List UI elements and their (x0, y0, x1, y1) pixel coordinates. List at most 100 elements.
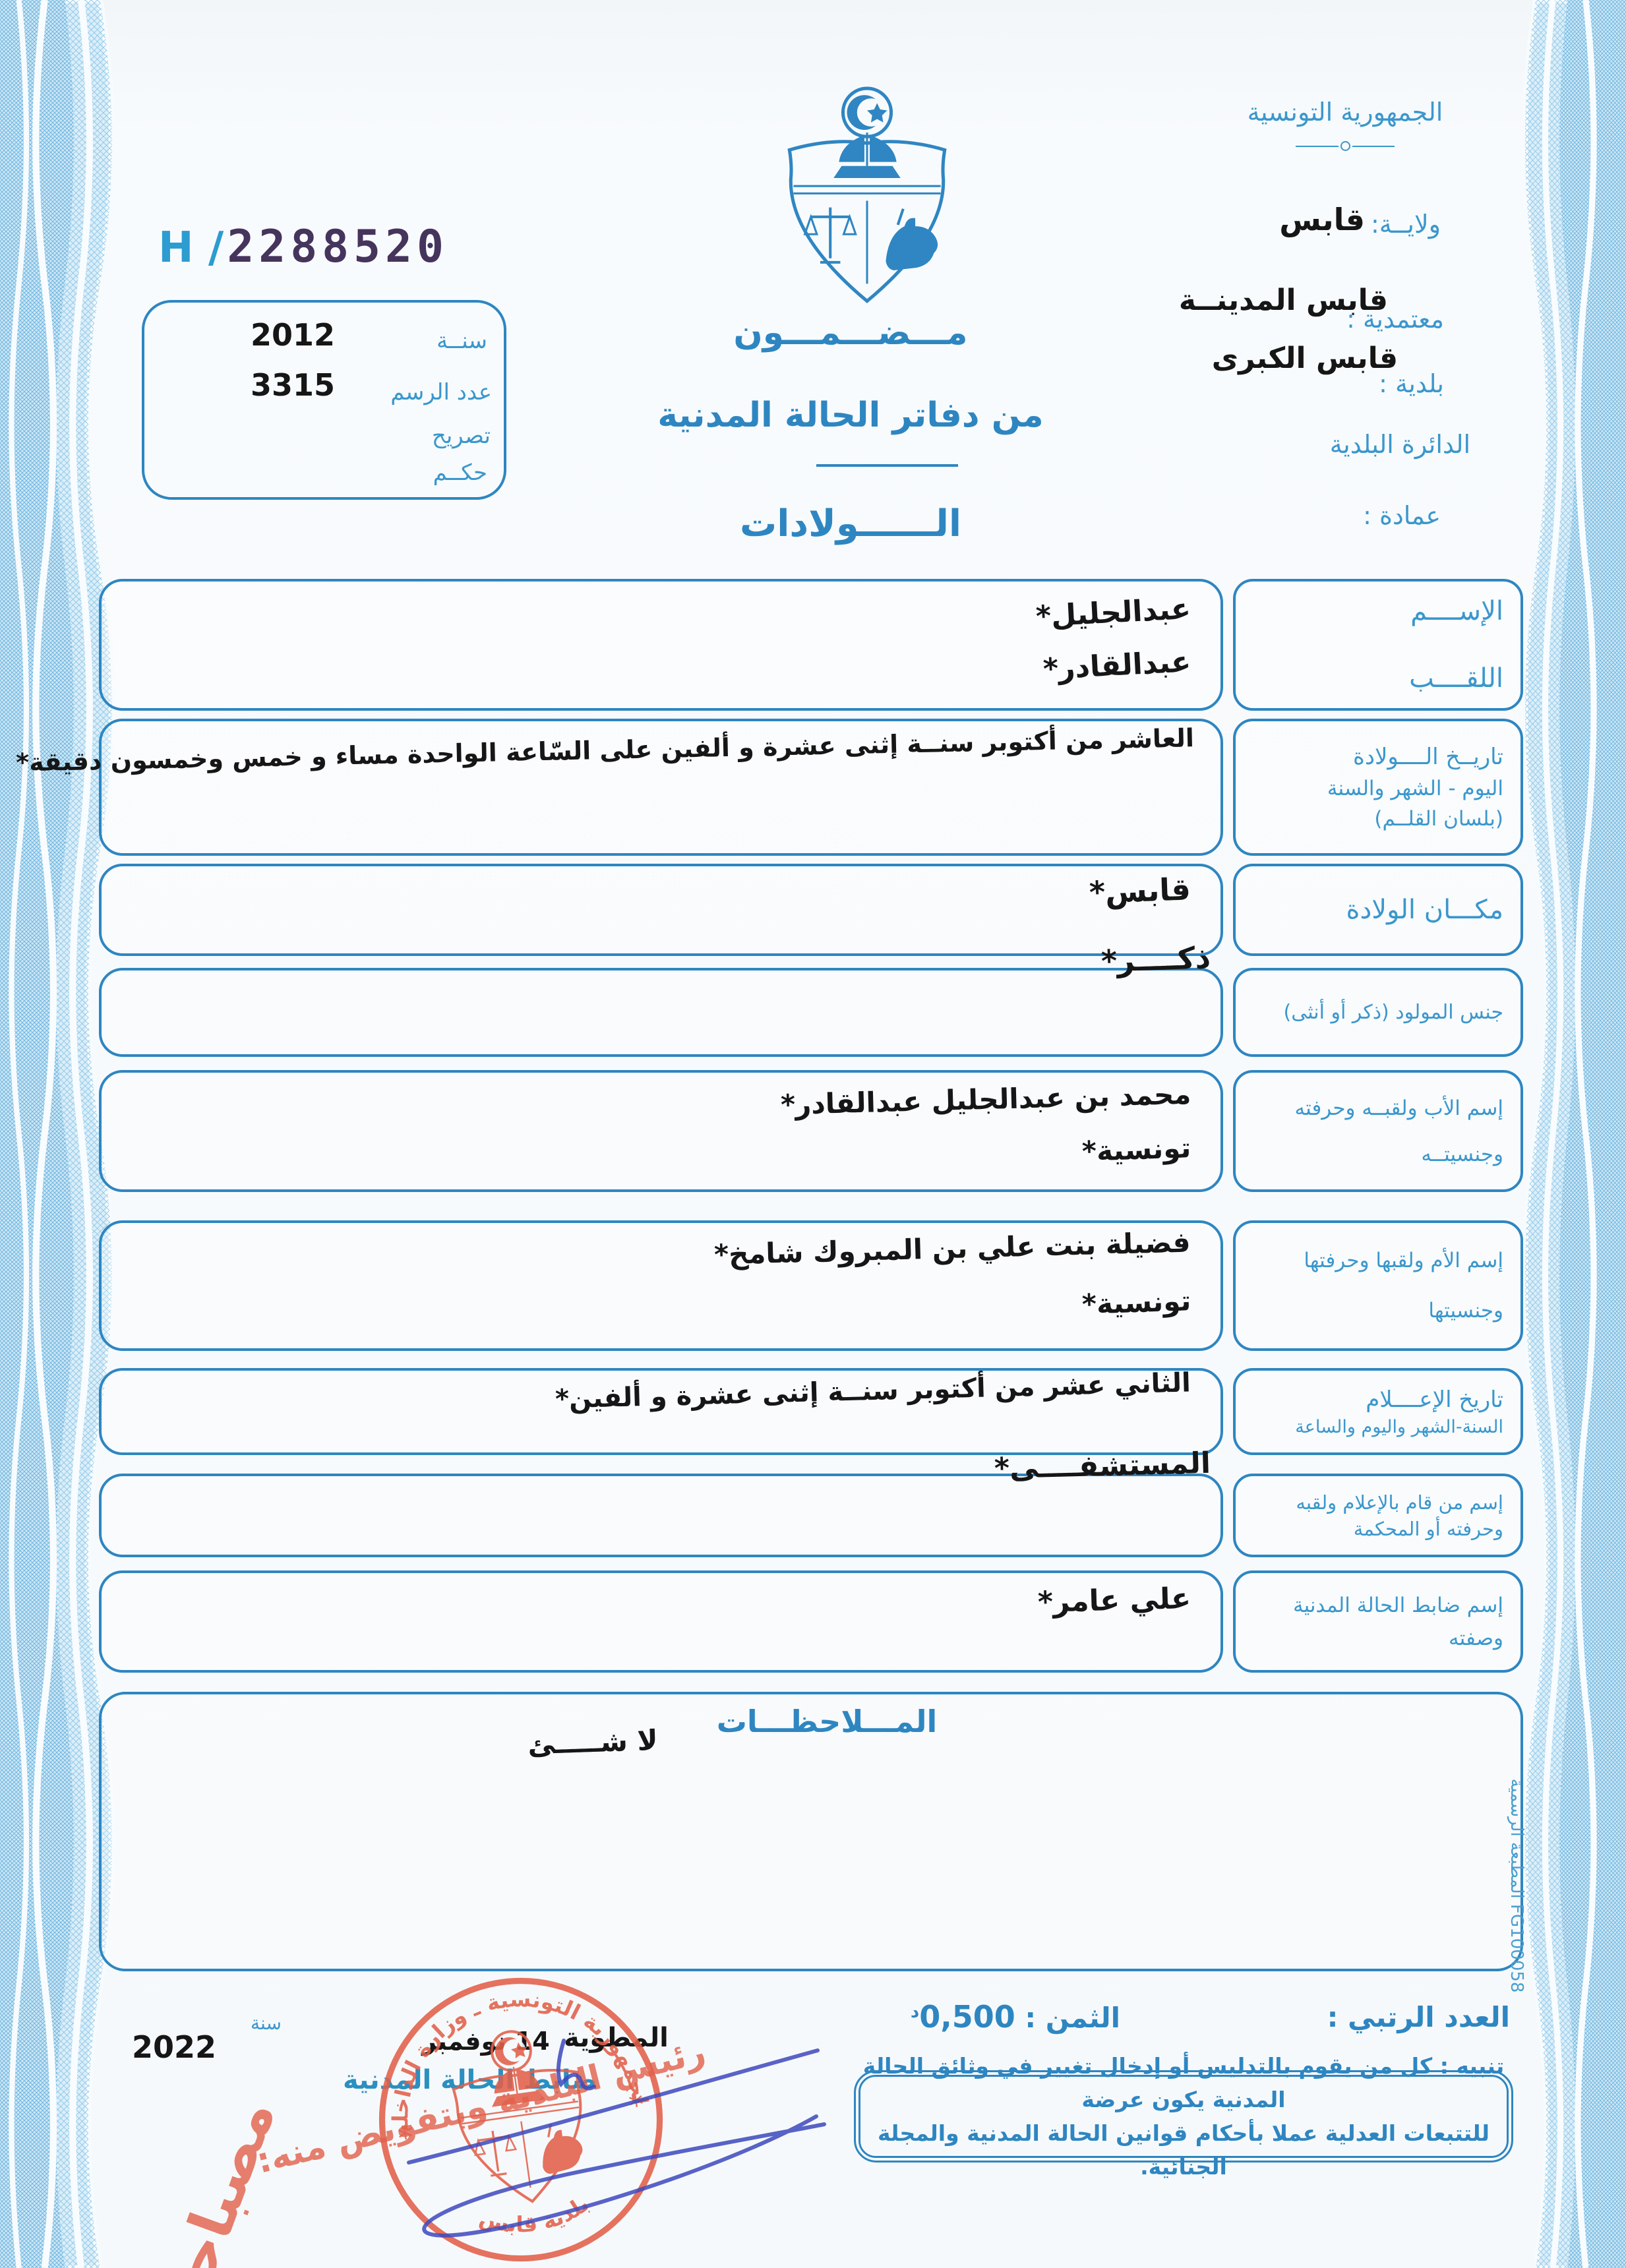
mother-nationality-label: وجنسيتها (1428, 1299, 1503, 1323)
warning-line1: تنبيه : كل من يقوم بالتدليس أو إدخال تغي… (862, 2052, 1505, 2112)
gender-value-box (99, 968, 1223, 1057)
municipality-value: قابس الكبرى (1211, 342, 1398, 375)
father-nationality-label: وجنسيتــه (1421, 1142, 1503, 1166)
title-underline (816, 464, 958, 467)
field-row-officer: علي عامر* إسم ضابط الحالة المدنية وصفته (99, 1570, 1523, 1673)
gender-value: ذكــــر* (1100, 940, 1211, 979)
price-value: 0,500 (919, 1999, 1015, 2035)
birth-place-label: مكـــان الولادة (1346, 895, 1504, 925)
warning-line2: للتتبعات العدلية عملا بأحكام قوانين الحا… (877, 2120, 1490, 2180)
warning-text: تنبيه : كل من يقوم بالتدليس أو إدخال تغي… (858, 2053, 1509, 2180)
mother-value-box: فضيلة بنت علي بن المبروك شامخ* تونسية* (99, 1220, 1223, 1351)
registry-year-label: سنــة (437, 328, 487, 354)
registry-act-label: عدد الرسم (390, 379, 492, 405)
price-currency: د (910, 2002, 920, 2022)
father-name-value: محمد بن عبدالجليل عبدالقادر* (780, 1077, 1191, 1121)
birth-place-label-box: مكـــان الولادة (1233, 864, 1523, 956)
warning-box: تنبيه : كل من يقوم بالتدليس أو إدخال تغي… (854, 2053, 1513, 2180)
surname-label: اللقــــب (1409, 663, 1503, 694)
birth-date-sublabel: اليوم - الشهر والسنة (1327, 777, 1503, 800)
officer-sublabel: وصفته (1449, 1626, 1503, 1650)
officer-value-box: علي عامر* (99, 1570, 1223, 1673)
footer-year-value: 2022 (132, 2029, 217, 2065)
name-value-box: عبدالجليل* عبدالقادر* (99, 579, 1223, 711)
birth-place-value: قابس* (1089, 871, 1191, 910)
notes-title: المـــلاحظـــات (716, 1704, 938, 1739)
father-nationality-value: تونسية* (1081, 1131, 1191, 1168)
header-divider (1296, 141, 1395, 151)
registry-act-value: 3315 (250, 367, 336, 403)
handwritten-signature (407, 2039, 826, 2238)
municipality-label: بلدية : (1379, 369, 1444, 398)
notifier-sublabel: وحرفته أو المحكمة (1353, 1517, 1503, 1540)
issue-place: المطوية (564, 2023, 669, 2053)
father-label: إسم الأب ولقبــه وحرفته (1294, 1096, 1503, 1120)
name-label-box: الإســــم اللقــــب (1233, 579, 1523, 711)
mother-label: إسم الأم ولقبها وحرفتها (1304, 1249, 1503, 1272)
delegation-value: قابس المدينــة (1178, 284, 1388, 317)
notification-date-label: تاريخ الإعــــلام (1366, 1386, 1503, 1413)
wilaya-label: ولايــة: (1370, 210, 1441, 239)
registry-declaration-label: تصريح (431, 423, 491, 449)
imada-label: عمادة : (1363, 501, 1441, 530)
district-label: الدائرة البلدية (1329, 430, 1470, 459)
field-row-gender: جنس المولود (ذكر أو أنثى) (99, 968, 1523, 1057)
serial-prefix: H / (158, 224, 224, 272)
birth-date-label: تاريــخ الــــولادة (1353, 744, 1503, 770)
footer-year-label: سنة (251, 2012, 282, 2034)
field-row-notifier: إسم من قام بالإعلام ولقبه وحرفته أو المح… (99, 1474, 1523, 1557)
field-row-birth-date: العاشر من أكتوبر سنــة إثنى عشرة و ألفين… (16, 719, 1523, 856)
field-row-birth-place: قابس* مكـــان الولادة (99, 864, 1523, 956)
price-line: الثمن : 0,500د (897, 1999, 1134, 2035)
notifier-label-box: إسم من قام بالإعلام ولقبه وحرفته أو المح… (1233, 1474, 1523, 1557)
birth-place-value-box: قابس* (99, 864, 1223, 956)
notification-date-value: الثاني عشر من أكتوبر سنــة إثنى عشرة و أ… (555, 1367, 1191, 1415)
price-label: الثمن : (1025, 2002, 1121, 2034)
field-row-name: عبدالجليل* عبدالقادر* الإســــم اللقــــ… (99, 579, 1523, 711)
mother-nationality-value: تونسية* (1081, 1284, 1191, 1321)
wilaya-value: قابس (1279, 202, 1365, 237)
field-row-notification-date: الثاني عشر من أكتوبر سنــة إثنى عشرة و أ… (99, 1367, 1523, 1455)
title-line1: مـــضـــمـــون (733, 313, 968, 353)
notes-box: المـــلاحظـــات لا شـــــئ (99, 1692, 1523, 1971)
birth-date-value-box: العاشر من أكتوبر سنــة إثنى عشرة و ألفين… (16, 719, 1223, 856)
birth-date-note: (بلسان القلــم) (1374, 807, 1503, 831)
gender-label-box: جنس المولود (ذكر أو أنثى) (1233, 968, 1523, 1057)
birth-date-label-box: تاريــخ الــــولادة اليوم - الشهر والسنة… (1233, 719, 1523, 856)
registry-judgment-label: حكــم (433, 460, 487, 486)
birth-date-value: العاشر من أكتوبر سنــة إثنى عشرة و ألفين… (15, 723, 1195, 777)
guilloche-border-right (1522, 0, 1626, 2268)
notification-date-value-box: الثاني عشر من أكتوبر سنــة إثنى عشرة و أ… (99, 1367, 1223, 1455)
notifier-label: إسم من قام بالإعلام ولقبه (1296, 1491, 1503, 1514)
registry-box: سنــة 2012 عدد الرسم 3315 تصريح حكــم (142, 300, 506, 500)
republic-title: الجمهورية التونسية (1247, 98, 1443, 127)
name-label: الإســــم (1410, 596, 1503, 626)
notifier-value-box (99, 1474, 1223, 1557)
delegation-label: معتمدية : (1346, 305, 1444, 334)
mother-name-value: فضيلة بنت علي بن المبروك شامخ* (713, 1226, 1191, 1271)
notification-date-label-box: تاريخ الإعــــلام السنة-الشهر واليوم وال… (1233, 1368, 1523, 1455)
officer-value: علي عامر* (1037, 1581, 1191, 1620)
title-line3: الــــــولادات (739, 502, 962, 545)
title-line2: من دفاتر الحالة المدنية (657, 396, 1044, 435)
serial-number: H / 2288520 (158, 221, 448, 273)
officer-label: إسم ضابط الحالة المدنية (1292, 1593, 1503, 1617)
notes-value: لا شـــــئ (527, 1723, 659, 1761)
field-row-mother: فضيلة بنت علي بن المبروك شامخ* تونسية* إ… (99, 1220, 1523, 1351)
mother-label-box: إسم الأم ولقبها وحرفتها وجنسيتها (1233, 1220, 1523, 1351)
given-name-value: عبدالجليل* (1035, 591, 1192, 634)
notification-date-sublabel: السنة-الشهر واليوم والساعة (1295, 1416, 1503, 1437)
field-row-father: محمد بن عبدالجليل عبدالقادر* تونسية* إسم… (99, 1070, 1523, 1192)
father-label-box: إسم الأب ولقبــه وحرفته وجنسيتــه (1233, 1070, 1523, 1192)
ordinal-number-label: العدد الرتبي : (1327, 2001, 1510, 2033)
surname-value: عبدالقادر* (1042, 645, 1192, 686)
registry-year-value: 2012 (250, 317, 336, 353)
notifier-value: المستشفــــى* (994, 1446, 1211, 1486)
tunisia-coat-of-arms (765, 86, 969, 313)
officer-label-box: إسم ضابط الحالة المدنية وصفته (1233, 1570, 1523, 1673)
gender-label: جنس المولود (ذكر أو أنثى) (1283, 1001, 1503, 1024)
guilloche-border-left (0, 0, 115, 2268)
father-value-box: محمد بن عبدالجليل عبدالقادر* تونسية* (99, 1070, 1223, 1192)
serial-digits: 2288520 (227, 221, 448, 273)
